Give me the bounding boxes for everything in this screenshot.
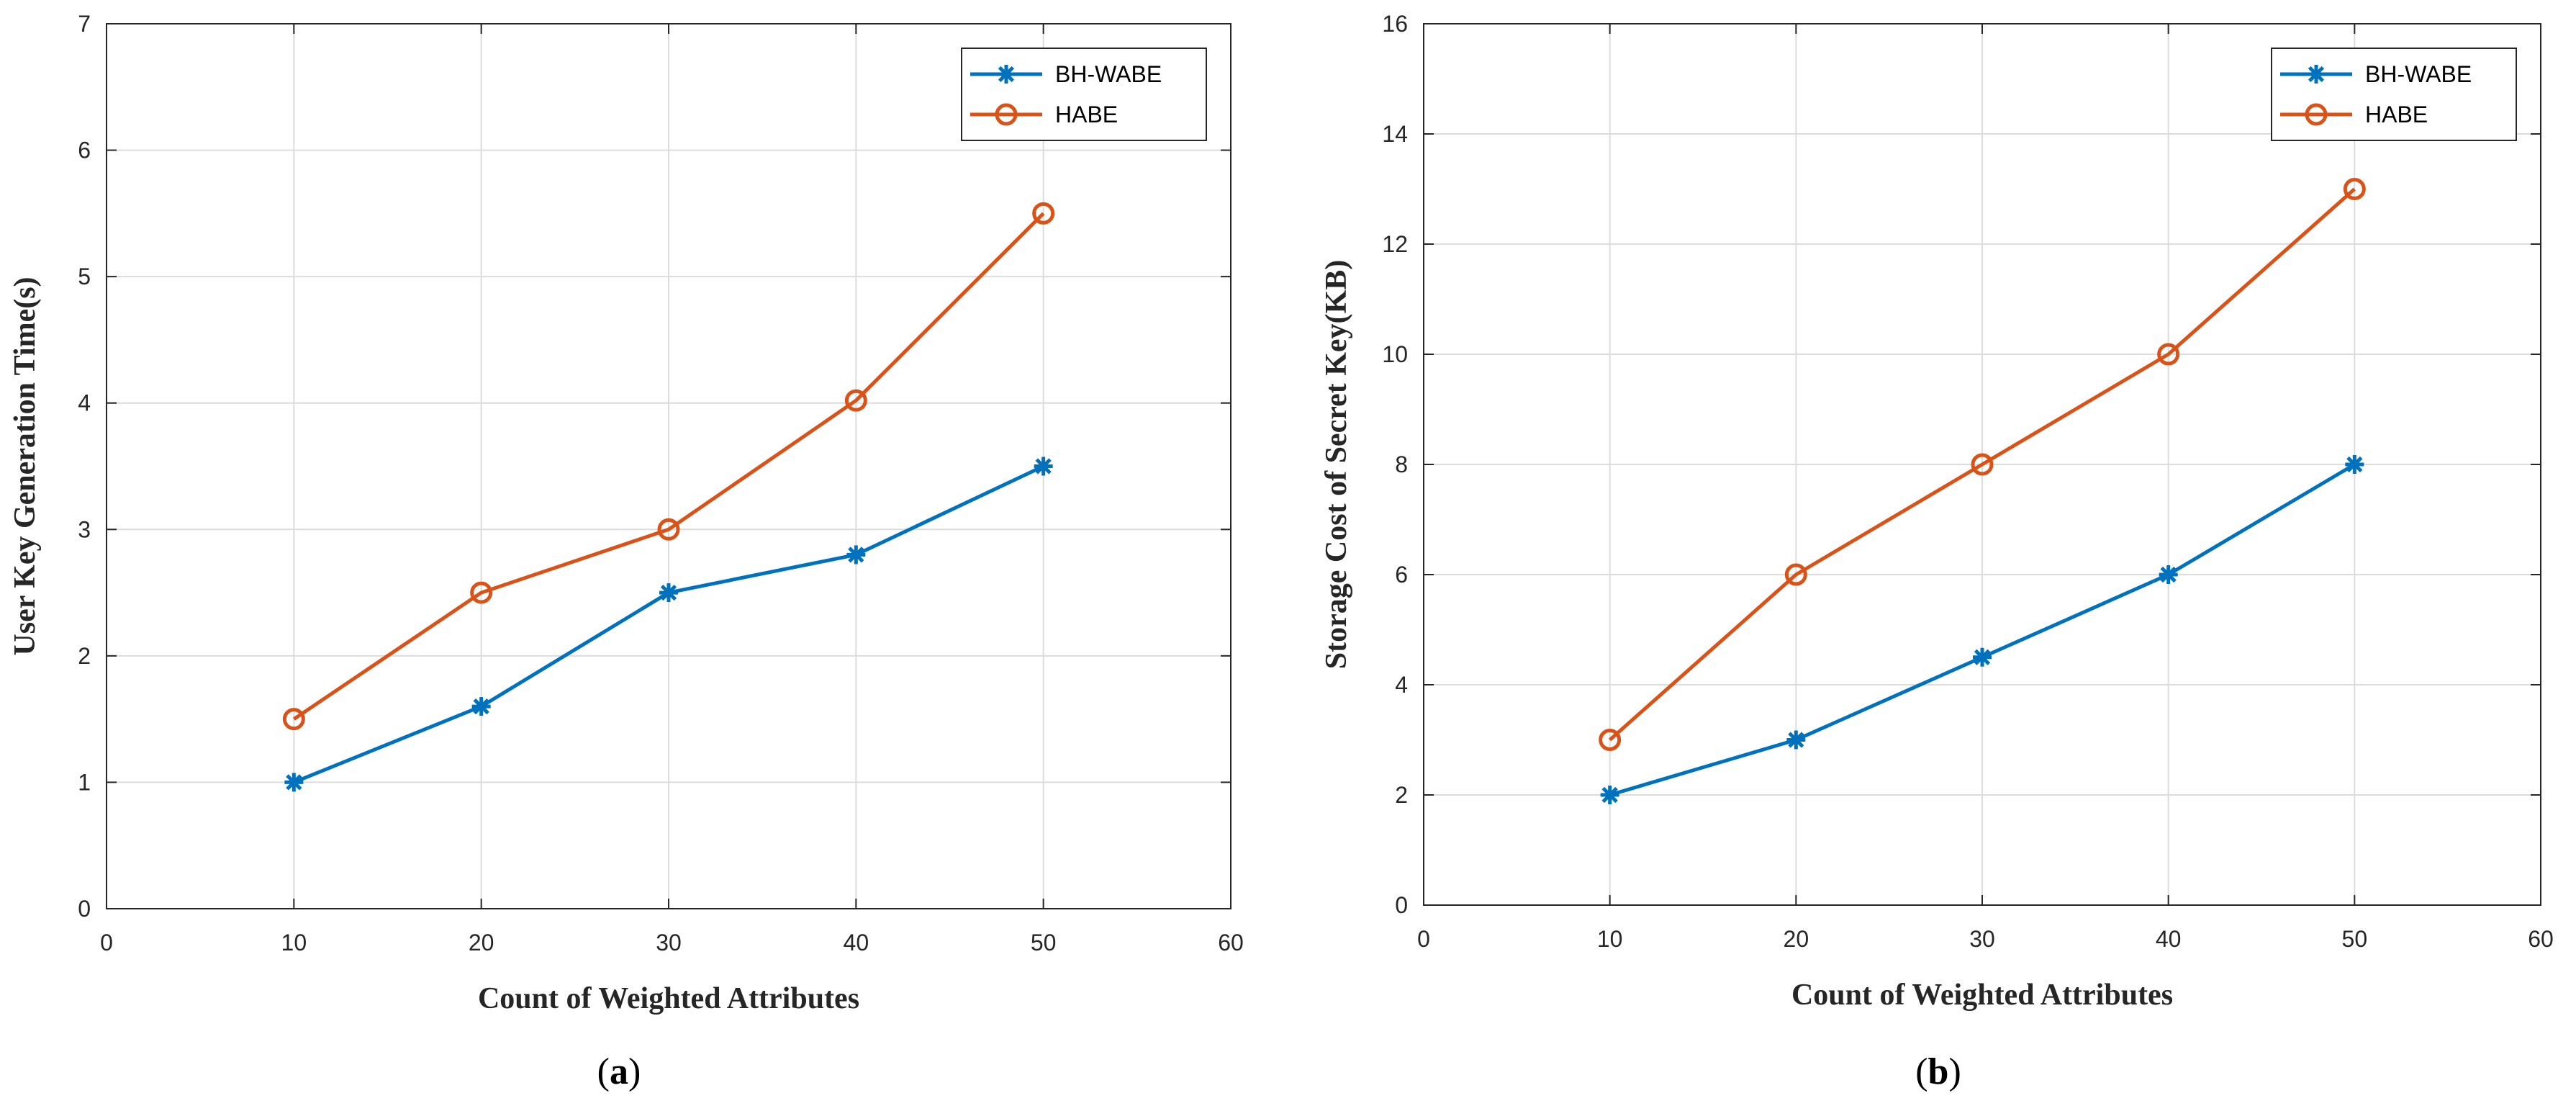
legend-label: BH-WABE bbox=[2365, 61, 2472, 87]
x-tick-label: 30 bbox=[1969, 926, 1995, 952]
y-tick-label: 8 bbox=[1395, 451, 1408, 477]
data-point bbox=[2159, 565, 2178, 584]
data-point bbox=[1600, 786, 1619, 804]
y-tick-label: 12 bbox=[1382, 231, 1408, 257]
legend: BH-WABE HABE bbox=[2271, 48, 2517, 141]
legend-label: BH-WABE bbox=[1055, 61, 1162, 87]
data-point bbox=[1973, 647, 1992, 667]
x-axis-label: Count of Weighted Attributes bbox=[478, 982, 859, 1015]
x-tick-label: 60 bbox=[1218, 930, 1244, 956]
x-tick-label: 10 bbox=[1597, 926, 1623, 952]
subfigure-caption: (a) bbox=[597, 1051, 641, 1092]
y-tick-label: 0 bbox=[1395, 892, 1408, 918]
data-point bbox=[2343, 178, 2366, 200]
y-tick-label: 14 bbox=[1382, 121, 1408, 147]
data-point bbox=[1032, 202, 1055, 225]
y-tick-label: 10 bbox=[1382, 341, 1408, 367]
chart-a: 0 10 20 30 40 50 60 0 1 2 3 4 5 6 7 BH-WABE HABE Count of… bbox=[9, 11, 1244, 1092]
y-tick-label: 5 bbox=[78, 264, 91, 289]
legend-marker bbox=[997, 65, 1016, 84]
data-point bbox=[471, 697, 491, 716]
y-axis-label: Storage Cost of Secret Key(KB) bbox=[1320, 260, 1353, 669]
axes-frame bbox=[106, 23, 1231, 909]
x-tick-label: 40 bbox=[844, 930, 869, 956]
series-habe bbox=[282, 202, 1055, 731]
data-point bbox=[1034, 457, 1053, 476]
y-tick-label: 6 bbox=[1395, 562, 1408, 588]
x-tick-label: 40 bbox=[2156, 926, 2182, 952]
data-point bbox=[844, 389, 867, 412]
x-tick-label: 50 bbox=[2342, 926, 2368, 952]
data-point bbox=[284, 773, 304, 792]
x-tick-label: 30 bbox=[656, 930, 682, 956]
legend: BH-WABE HABE bbox=[961, 48, 1207, 141]
data-point bbox=[1784, 563, 1807, 586]
legend-item: HABE bbox=[2280, 102, 2428, 127]
y-tick-label: 2 bbox=[1395, 782, 1408, 808]
x-tick-label: 0 bbox=[100, 930, 113, 956]
data-point bbox=[2345, 455, 2364, 474]
legend-box bbox=[2271, 48, 2517, 141]
data-point bbox=[1599, 729, 1622, 751]
axes-frame bbox=[1423, 23, 2541, 906]
data-point bbox=[1786, 730, 1806, 750]
legend-item: BH-WABE bbox=[970, 61, 1162, 87]
y-tick-label: 6 bbox=[78, 138, 91, 163]
legend-label: HABE bbox=[1055, 102, 1118, 127]
legend-item: BH-WABE bbox=[2280, 61, 2472, 87]
data-point bbox=[470, 581, 493, 604]
data-point bbox=[282, 708, 305, 731]
x-tick-label: 0 bbox=[1417, 926, 1430, 952]
data-point bbox=[657, 518, 680, 541]
y-tick-label: 7 bbox=[78, 11, 91, 37]
y-tick-label: 16 bbox=[1382, 11, 1408, 37]
y-axis-label: User Key Generation Time(s) bbox=[9, 276, 42, 655]
data-point bbox=[1971, 453, 1994, 476]
x-tick-label: 10 bbox=[281, 930, 307, 956]
x-axis-label: Count of Weighted Attributes bbox=[1791, 979, 2173, 1012]
x-tick-label: 20 bbox=[1784, 926, 1809, 952]
y-tick-label: 1 bbox=[78, 769, 91, 795]
legend-item: HABE bbox=[970, 102, 1118, 127]
subfigure-caption: (b) bbox=[1915, 1051, 1961, 1092]
legend-box bbox=[961, 48, 1207, 141]
legend-label: HABE bbox=[2365, 102, 2428, 127]
chart-b: 0 10 20 30 40 50 60 0 2 4 6 8 10 12 14 16 BH-WABE HABE Cou… bbox=[1320, 11, 2554, 1092]
y-tick-label: 0 bbox=[78, 896, 91, 922]
series-bh-wabe bbox=[284, 457, 1053, 792]
y-tick-label: 4 bbox=[1395, 672, 1408, 698]
series-line bbox=[292, 212, 1045, 721]
data-point bbox=[659, 583, 678, 603]
y-tick-label: 3 bbox=[78, 516, 91, 542]
legend-marker bbox=[2307, 65, 2326, 84]
data-point bbox=[846, 545, 866, 565]
x-tick-label: 50 bbox=[1031, 930, 1057, 956]
series-bh-wabe bbox=[1600, 455, 2364, 804]
series-line bbox=[1609, 187, 2356, 742]
legend-marker bbox=[995, 103, 1018, 126]
x-tick-label: 60 bbox=[2528, 926, 2554, 952]
x-tick-label: 20 bbox=[469, 930, 494, 956]
y-tick-label: 4 bbox=[78, 390, 91, 416]
series-habe bbox=[1599, 178, 2366, 751]
legend-marker bbox=[2305, 103, 2328, 126]
data-point bbox=[2157, 343, 2180, 366]
y-tick-label: 2 bbox=[78, 643, 91, 669]
